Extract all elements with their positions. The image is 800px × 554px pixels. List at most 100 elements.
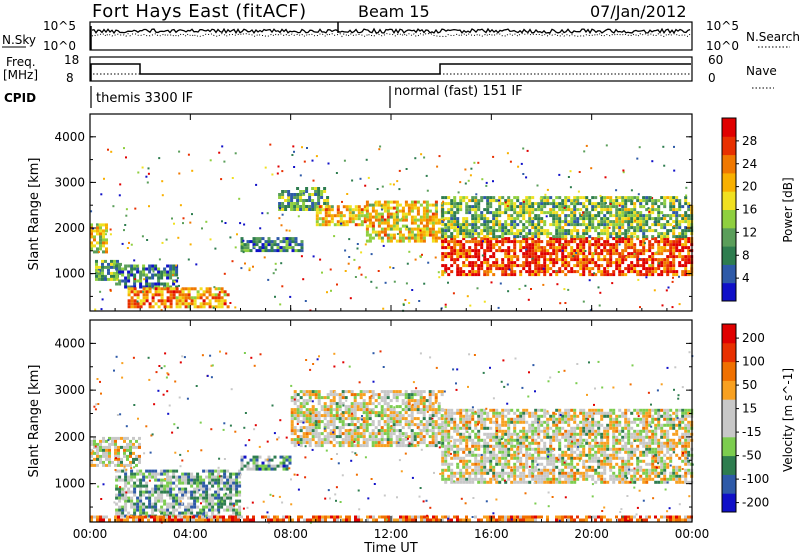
data-cell — [145, 276, 149, 280]
data-cell — [359, 405, 363, 409]
data-cell — [684, 264, 688, 268]
data-cell — [474, 435, 478, 439]
data-cell — [528, 411, 532, 415]
data-cell — [255, 467, 259, 471]
data-cell — [507, 471, 511, 475]
data-cell — [118, 469, 122, 473]
data-cell — [121, 508, 125, 512]
data-cell — [413, 417, 417, 421]
data-cell — [582, 258, 586, 262]
data-cell — [651, 205, 655, 209]
data-cell — [279, 455, 283, 459]
data-cell — [395, 203, 399, 207]
data-cell — [229, 487, 233, 491]
data-cell — [326, 432, 330, 436]
data-cell — [175, 496, 179, 500]
data-cell — [115, 273, 119, 277]
data-cell — [567, 255, 571, 259]
data-cell — [501, 432, 505, 436]
scatter-point — [291, 154, 294, 156]
scatter-point — [271, 173, 274, 176]
data-cell — [190, 478, 194, 482]
data-cell — [648, 240, 652, 244]
data-cell — [486, 196, 490, 200]
data-cell — [336, 220, 340, 224]
data-cell — [537, 208, 541, 212]
data-cell — [208, 508, 212, 512]
data-cell — [459, 414, 463, 418]
data-cell — [121, 279, 125, 283]
data-cell — [453, 423, 457, 427]
data-cell — [166, 511, 170, 515]
data-cell — [121, 270, 125, 274]
data-cell — [211, 493, 215, 497]
data-cell — [537, 214, 541, 218]
data-cell — [453, 240, 457, 244]
data-cell — [163, 273, 167, 277]
data-cell — [133, 502, 137, 506]
scatter-point — [464, 168, 467, 171]
data-cell — [558, 267, 562, 271]
data-cell — [249, 458, 253, 462]
scatter-point — [107, 148, 109, 151]
data-cell — [401, 438, 405, 442]
data-cell — [214, 305, 218, 309]
data-cell — [525, 211, 529, 215]
data-cell — [522, 264, 526, 268]
data-cell — [428, 408, 432, 412]
data-cell — [190, 493, 194, 497]
data-cell — [151, 487, 155, 491]
data-cell — [359, 432, 363, 436]
scatter-point — [330, 289, 332, 292]
data-cell — [217, 475, 221, 479]
data-cell — [657, 273, 661, 277]
data-cell — [453, 453, 457, 457]
data-cell — [552, 258, 556, 262]
data-cell — [489, 480, 493, 484]
data-cell — [450, 456, 454, 460]
data-cell — [422, 390, 426, 394]
noise-tick-right-bottom: 10^0 — [706, 39, 739, 53]
data-cell — [133, 285, 137, 289]
data-cell — [160, 499, 164, 503]
scatter-point — [348, 238, 351, 241]
data-cell — [633, 217, 637, 221]
data-cell — [681, 273, 685, 277]
scatter-point — [672, 276, 674, 279]
data-cell — [474, 468, 478, 472]
data-cell — [609, 255, 613, 259]
data-cell — [510, 438, 514, 442]
data-cell — [118, 508, 122, 512]
data-cell — [612, 243, 616, 247]
data-cell — [486, 208, 490, 212]
data-cell — [332, 432, 336, 436]
data-cell — [431, 420, 435, 424]
data-cell — [612, 199, 616, 203]
data-cell — [389, 414, 393, 418]
data-cell — [401, 408, 405, 412]
data-cell — [444, 480, 448, 484]
data-cell — [431, 411, 435, 415]
data-cell — [573, 202, 577, 206]
data-cell — [434, 423, 438, 427]
data-cell — [169, 478, 173, 482]
data-cell — [507, 408, 511, 412]
data-cell — [290, 196, 294, 199]
scatter-point — [507, 290, 510, 293]
scatter-point — [173, 280, 176, 283]
data-cell — [483, 417, 487, 421]
data-cell — [630, 232, 634, 236]
data-cell — [522, 235, 526, 239]
data-cell — [492, 411, 496, 415]
data-cell — [630, 214, 634, 218]
data-cell — [522, 426, 526, 430]
data-cell — [356, 441, 360, 445]
data-cell — [235, 511, 239, 515]
data-cell — [576, 229, 580, 233]
data-cell — [513, 468, 517, 472]
data-cell — [410, 218, 414, 222]
data-cell — [285, 458, 289, 462]
scatter-point — [374, 201, 377, 204]
scatter-point — [335, 172, 338, 174]
data-cell — [492, 217, 496, 221]
